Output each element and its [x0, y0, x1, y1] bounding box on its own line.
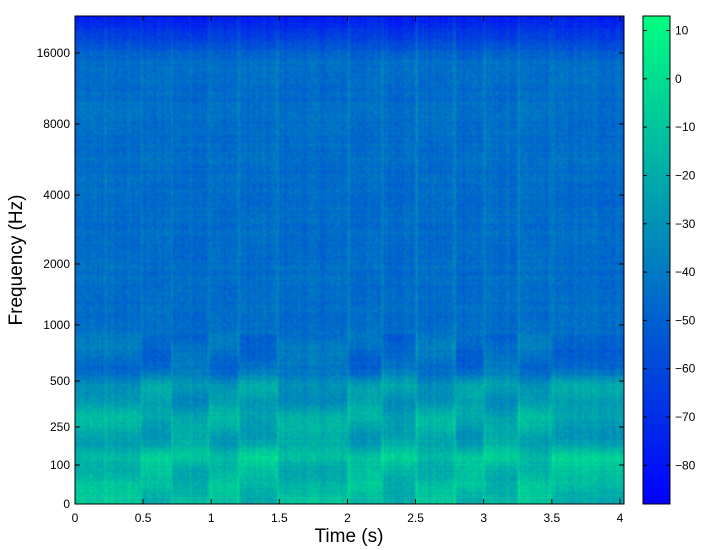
y-tick-label: 1000: [43, 318, 70, 332]
colorbar-tick-label: −30: [675, 217, 696, 231]
y-tick-label: 2000: [43, 257, 70, 271]
y-tick-label: 8000: [43, 117, 70, 131]
x-tick-label: 4: [617, 511, 624, 525]
colorbar-tick-label: −60: [675, 362, 696, 376]
colorbar-tick-label: −50: [675, 313, 696, 327]
colorbar-tick-label: −80: [675, 458, 696, 472]
x-tick-label: 0: [72, 511, 79, 525]
spectrogram-image: [75, 16, 624, 504]
y-tick-label: 0: [63, 497, 70, 511]
y-tick-label: 16000: [37, 46, 71, 60]
x-tick-label: 0.5: [135, 511, 152, 525]
colorbar-tick-label: −10: [675, 120, 696, 134]
colorbar-tick-label: 0: [675, 72, 682, 86]
colorbar-ticks: 10 0 −10 −20 −30 −40 −50 −60 −70 −80: [643, 23, 696, 472]
y-tick-label: 100: [50, 458, 70, 472]
x-tick-label: 3: [480, 511, 487, 525]
colorbar: 10 0 −10 −20 −30 −40 −50 −60 −70 −80: [642, 15, 696, 505]
y-axis-label: Frequency (Hz): [6, 195, 27, 326]
colorbar-tick-label: −20: [675, 168, 696, 182]
colorbar-scale: [642, 15, 671, 505]
y-tick-label: 4000: [43, 188, 70, 202]
colorbar-tick-label: −40: [675, 265, 696, 279]
x-tick-label: 3.5: [543, 511, 560, 525]
x-axis: 0 0.5 1 1.5 2 2.5 3 3.5 4: [72, 16, 624, 525]
y-tick-label: 500: [50, 374, 70, 388]
y-axis: 0 100 250 500 1000 2000 4000 8000 16000: [37, 46, 624, 511]
colorbar-tick-label: −70: [675, 410, 696, 424]
y-tick-label: 250: [50, 420, 70, 434]
plot-frame: [74, 15, 625, 505]
x-tick-label: 1: [208, 511, 215, 525]
x-tick-label: 2: [344, 511, 351, 525]
colorbar-tick-label: 10: [675, 23, 689, 37]
spectrogram-plot: [74, 15, 625, 505]
x-axis-label: Time (s): [315, 526, 384, 547]
x-tick-label: 1.5: [271, 511, 288, 525]
x-tick-label: 2.5: [407, 511, 424, 525]
